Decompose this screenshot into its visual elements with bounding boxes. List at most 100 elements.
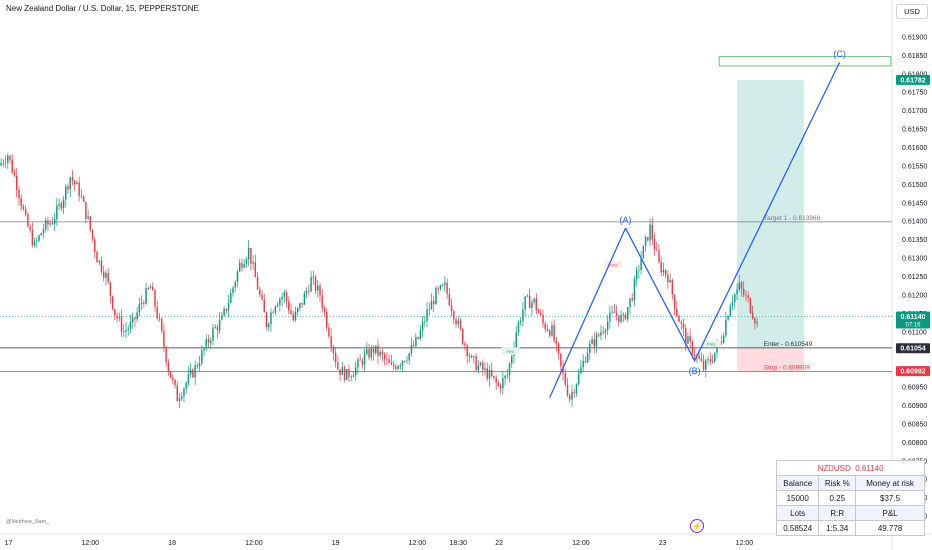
candle-body xyxy=(745,294,747,296)
candle-body xyxy=(308,290,310,292)
wave-label: (A) xyxy=(620,215,632,225)
candle-body xyxy=(444,282,446,286)
candle-body xyxy=(535,298,538,311)
candle-body xyxy=(533,298,535,303)
candle-body xyxy=(73,180,76,185)
last-price-label xyxy=(896,311,930,329)
candle-body xyxy=(664,269,667,275)
candle-body xyxy=(569,395,571,400)
stop-text: Stop - 0.609909 xyxy=(764,364,811,371)
candle-body xyxy=(435,288,437,305)
candle-body xyxy=(598,334,600,336)
fvg-box xyxy=(501,347,520,355)
candle-body xyxy=(348,369,350,378)
candle-body xyxy=(406,360,408,362)
y-tick-label: 0.61300 xyxy=(902,256,927,263)
candle-body xyxy=(676,308,678,317)
candle-body xyxy=(42,229,45,234)
entry-price-label-text: 0.61054 xyxy=(900,346,925,353)
x-tick-label: 22 xyxy=(495,540,503,547)
candle-body xyxy=(102,271,105,278)
candle-body xyxy=(687,336,689,344)
candle-body xyxy=(511,356,513,364)
calc-pnl-value: 49.778 xyxy=(855,520,925,536)
candle-body xyxy=(622,314,625,316)
candle-body xyxy=(7,155,9,163)
candle-body xyxy=(314,277,317,291)
candle-body xyxy=(265,312,268,328)
candle-body xyxy=(453,311,455,320)
candle-body xyxy=(531,302,533,309)
x-tick-label: 12:00 xyxy=(736,540,754,547)
candle-body xyxy=(560,353,562,366)
candle-body xyxy=(319,285,321,296)
candle-body xyxy=(660,261,662,273)
candle-body xyxy=(178,398,181,402)
candle-body xyxy=(290,310,292,315)
candle-body xyxy=(216,327,219,331)
entry-price-label xyxy=(896,343,930,354)
currency-button[interactable]: USD xyxy=(896,4,928,19)
y-tick-label: 0.61750 xyxy=(902,90,927,97)
candle-body xyxy=(671,279,674,295)
candle-body xyxy=(589,343,591,353)
fvg-label: FVG xyxy=(707,342,715,347)
fvg-label: FVG xyxy=(609,262,617,267)
candle-body xyxy=(234,282,236,288)
candle-body xyxy=(573,391,575,393)
candle-body xyxy=(194,365,196,378)
candle-body xyxy=(120,316,123,332)
candle-body xyxy=(689,336,691,342)
x-tick-label: 23 xyxy=(659,540,667,547)
candle-body xyxy=(210,340,212,343)
stop-price-label xyxy=(896,366,930,377)
candle-body xyxy=(499,385,502,389)
candle-body xyxy=(134,317,136,320)
stop-zone xyxy=(737,347,804,372)
y-tick-label: 0.61600 xyxy=(902,145,927,152)
chart-title: New Zealand Dollar / U.S. Dollar, 15, PE… xyxy=(6,4,199,13)
candle-body xyxy=(725,319,727,336)
candle-body xyxy=(424,321,426,323)
candle-body xyxy=(372,347,375,353)
candle-body xyxy=(62,199,65,209)
candle-body xyxy=(397,365,399,369)
candle-body xyxy=(203,348,205,351)
candle-body xyxy=(479,362,482,366)
calc-balance-value: 15000 xyxy=(775,490,820,506)
y-tick-label: 0.61650 xyxy=(902,127,927,134)
x-tick-label: 17 xyxy=(5,540,13,547)
candle-body xyxy=(82,196,85,202)
candle-body xyxy=(658,250,660,262)
candle-body xyxy=(484,368,486,370)
candle-body xyxy=(339,369,341,375)
calc-risk-label: Risk % xyxy=(818,475,857,491)
candle-body xyxy=(221,315,223,320)
candle-body xyxy=(591,339,593,344)
candle-body xyxy=(450,305,453,312)
candle-body xyxy=(279,299,281,305)
candle-body xyxy=(370,347,373,358)
candle-body xyxy=(691,341,694,355)
candle-body xyxy=(709,359,711,362)
candle-body xyxy=(105,272,107,278)
y-tick-label: 0.60800 xyxy=(902,440,927,447)
candle-body xyxy=(16,175,18,190)
candle-body xyxy=(67,186,69,190)
candle-body xyxy=(303,293,306,305)
candle-body xyxy=(446,282,448,294)
candle-body xyxy=(189,369,192,375)
candle-body xyxy=(727,316,729,320)
candle-body xyxy=(76,182,78,185)
wave-line xyxy=(549,227,627,398)
candle-body xyxy=(185,382,187,389)
candle-body xyxy=(261,294,263,300)
candle-body xyxy=(254,262,257,277)
calc-rr-label: R:R xyxy=(818,505,857,521)
flash-icon[interactable]: ⚡ xyxy=(690,519,704,533)
candle-body xyxy=(301,303,303,305)
candle-body xyxy=(486,368,488,379)
candle-body xyxy=(375,345,377,353)
candle-body xyxy=(459,320,462,329)
